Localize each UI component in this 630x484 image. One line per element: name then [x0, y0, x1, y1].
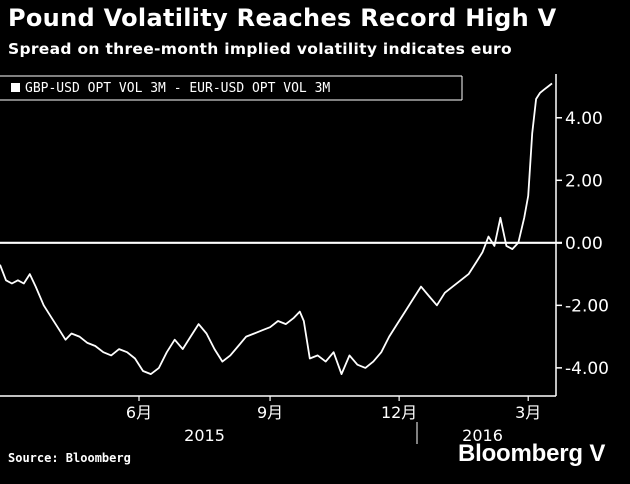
x-group-label: 2015 — [184, 426, 225, 445]
y-tick-label: 2.00 — [565, 171, 603, 191]
plot-frame — [0, 74, 557, 397]
y-tick-label: 4.00 — [565, 109, 603, 129]
y-axis-labels: 4.00 2.00 0.00 -2.00 -4.00 — [565, 109, 609, 379]
chart-subtitle: Spread on three-month implied volatility… — [8, 40, 512, 58]
x-tick-label: 9月 — [257, 403, 283, 422]
series-line — [0, 82, 553, 376]
chart-title: Pound Volatility Reaches Record High V — [8, 4, 557, 32]
bloomberg-logo-suffix: V — [589, 440, 606, 467]
x-axis-labels: 6月 9月 12月 3月 2015 2016 — [126, 396, 541, 445]
x-tick-label: 3月 — [515, 403, 541, 422]
bloomberg-logo: Bloomberg V — [458, 440, 605, 468]
y-tick-label: -2.00 — [565, 296, 609, 316]
y-tick-label: 0.00 — [565, 234, 603, 254]
legend: GBP-USD OPT VOL 3M - EUR-USD OPT VOL 3M — [11, 81, 330, 96]
series-layer — [0, 82, 553, 376]
legend-label: GBP-USD OPT VOL 3M - EUR-USD OPT VOL 3M — [25, 81, 330, 96]
bloomberg-logo-text: Bloomberg — [458, 440, 583, 467]
source-note: Source: Bloomberg — [8, 451, 131, 465]
legend-swatch — [11, 83, 20, 92]
x-group-label: 2016 — [462, 426, 503, 445]
y-tick-label: -4.00 — [565, 359, 609, 379]
x-tick-label: 6月 — [126, 403, 152, 422]
x-tick-label: 12月 — [381, 403, 417, 422]
